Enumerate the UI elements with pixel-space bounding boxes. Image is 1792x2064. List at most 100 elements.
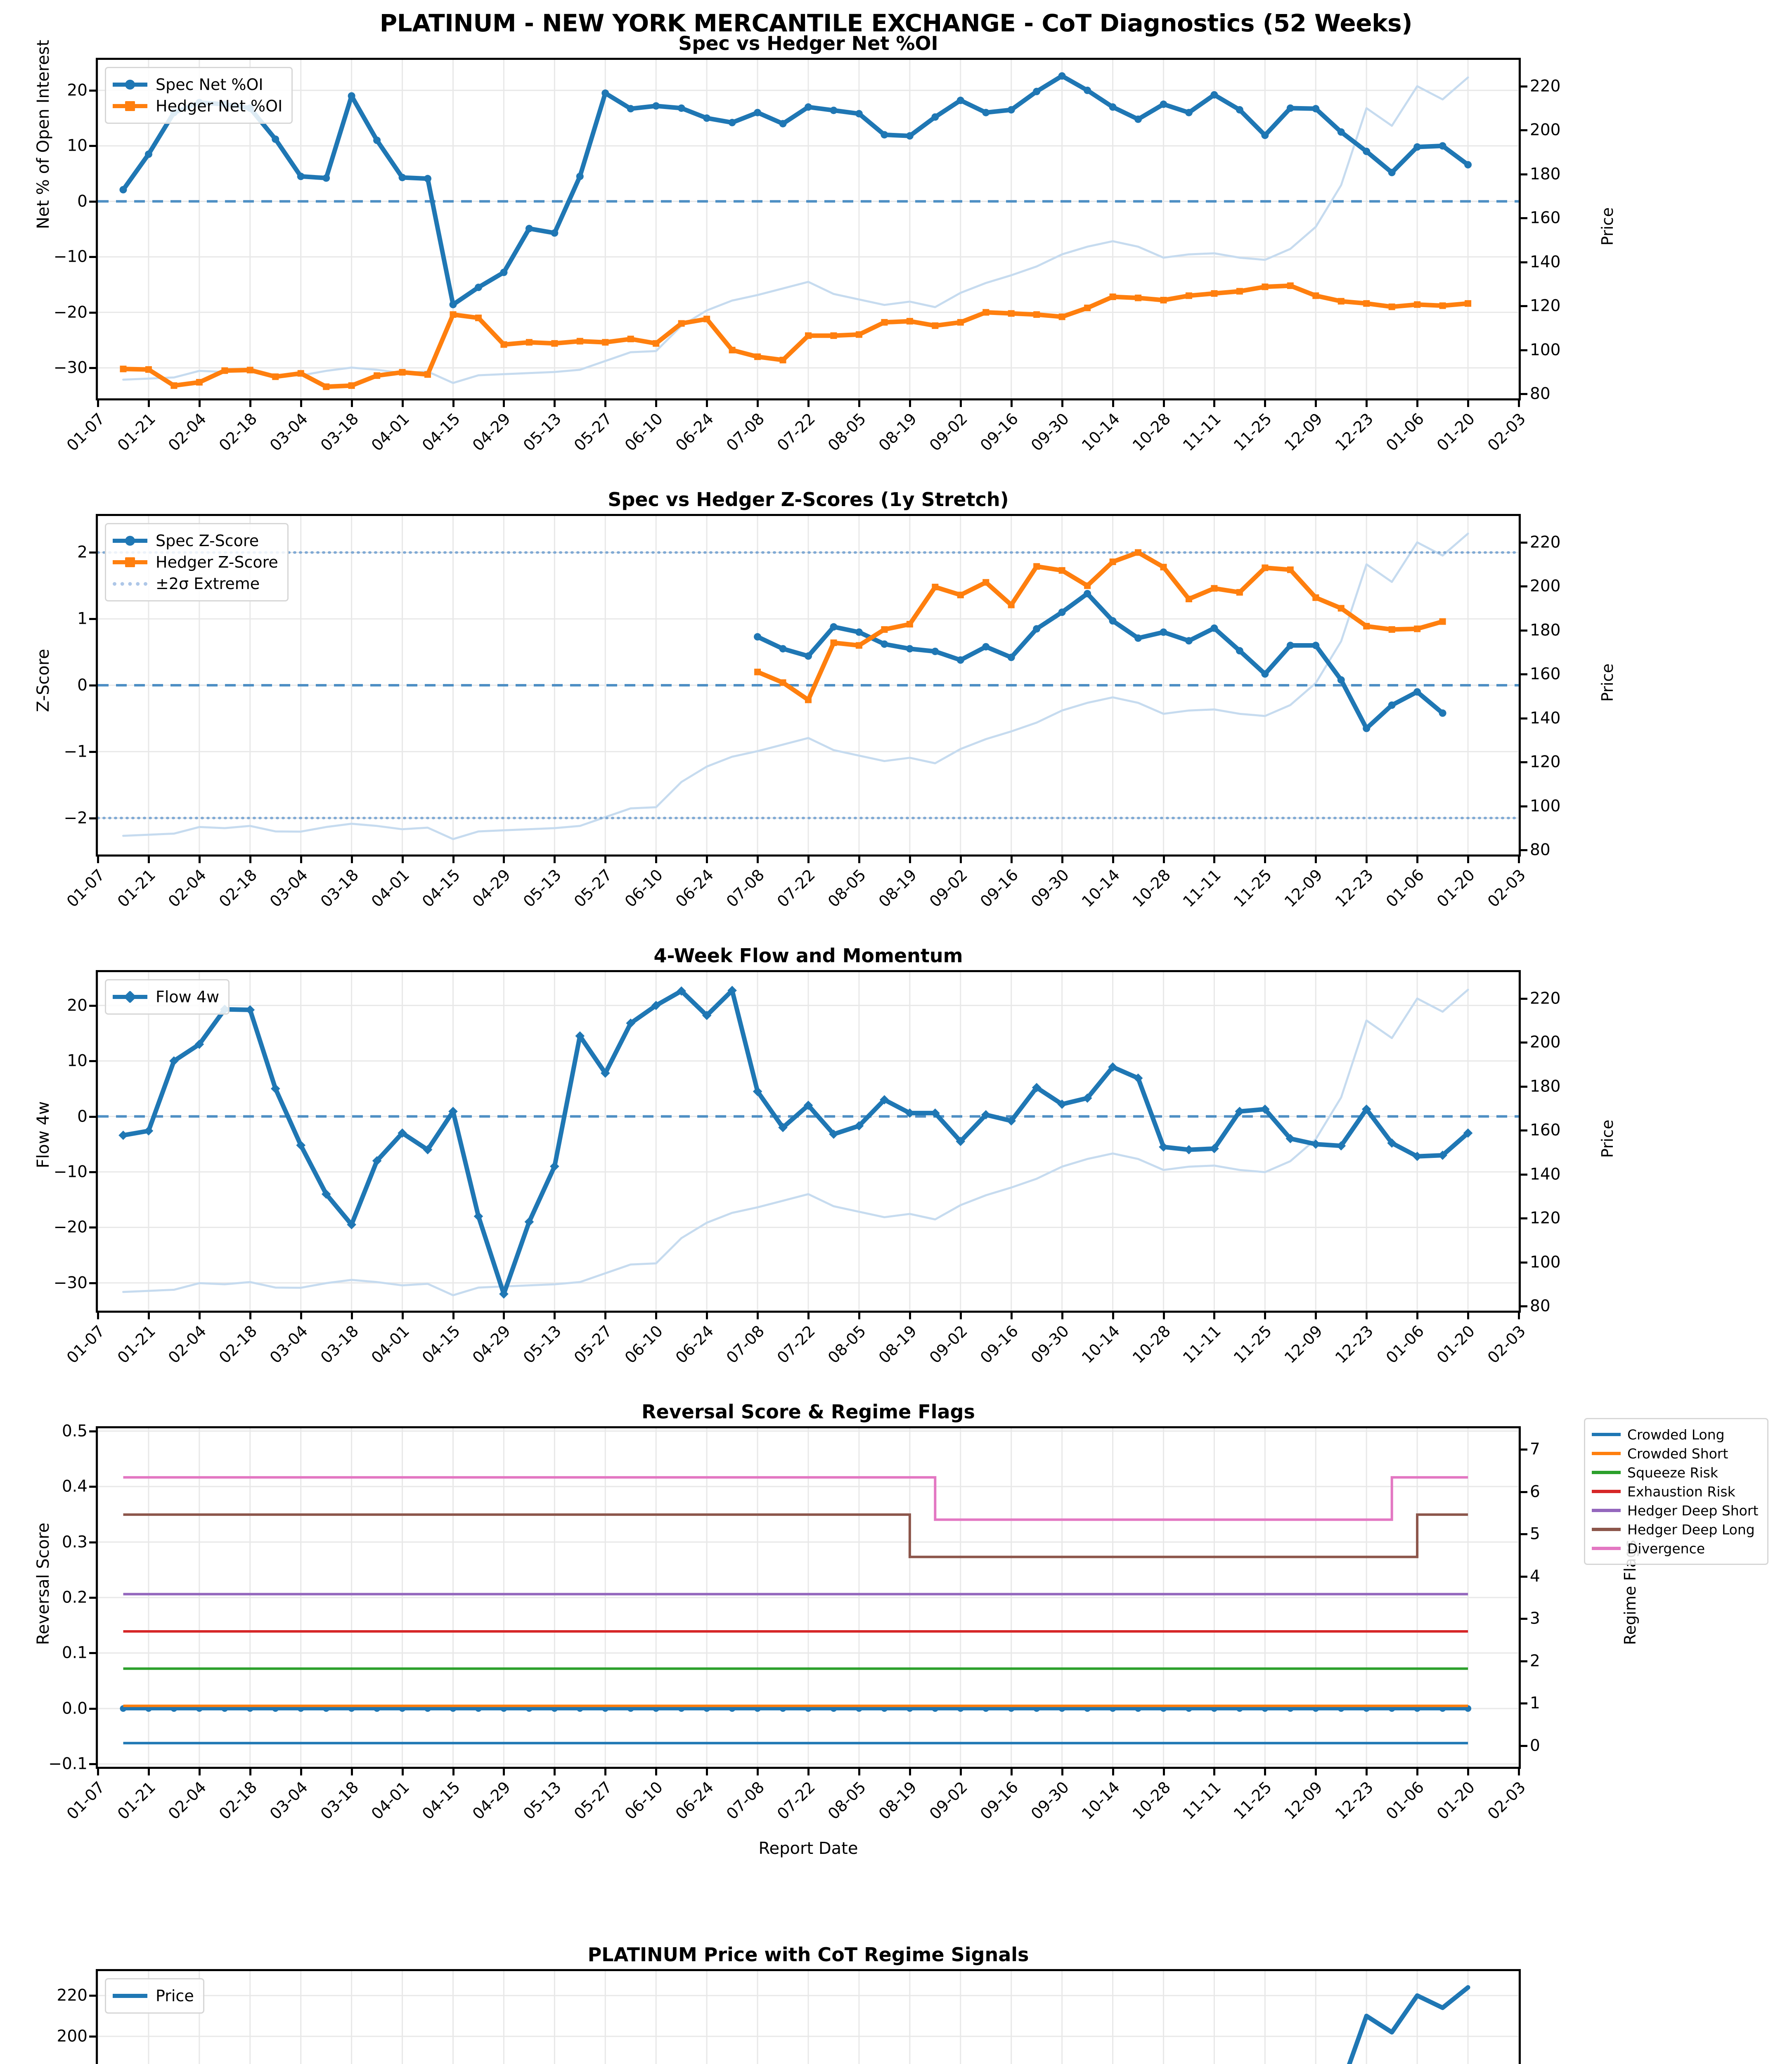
legend-color-swatch — [1592, 1433, 1621, 1436]
tick-mark-icon — [554, 1313, 556, 1319]
legend-item[interactable]: Divergence — [1592, 1539, 1758, 1558]
panel2-plot-area[interactable] — [96, 514, 1521, 857]
tick-mark-icon — [1162, 1769, 1165, 1775]
legend-color-swatch — [1592, 1547, 1621, 1550]
legend-color-swatch — [113, 990, 147, 1004]
panel1-ytick-right: 100 — [1530, 341, 1561, 360]
legend-item-label: Crowded Short — [1627, 1445, 1728, 1462]
tick-mark-icon — [909, 1313, 911, 1319]
tick-mark-icon — [1264, 400, 1266, 407]
tick-mark-icon — [1521, 585, 1527, 588]
panel3-plot-area[interactable] — [96, 970, 1521, 1313]
legend-item[interactable]: Crowded Short — [1592, 1444, 1758, 1463]
legend-item[interactable]: Hedger Net %OI — [113, 95, 282, 117]
panel5-plot-area[interactable] — [96, 1969, 1521, 2064]
legend-item[interactable]: ±2σ Extreme — [113, 573, 278, 594]
tick-mark-icon — [503, 857, 505, 863]
legend-color-swatch — [1592, 1509, 1621, 1512]
tick-mark-icon — [1162, 400, 1165, 407]
panel2-ytick-right: 120 — [1530, 753, 1561, 772]
tick-mark-icon — [89, 89, 96, 92]
legend-item[interactable]: Spec Net %OI — [113, 74, 282, 95]
legend-color-swatch — [1592, 1471, 1621, 1474]
panel2-ytick-right: 140 — [1530, 709, 1561, 728]
legend-item[interactable]: Price — [113, 1985, 194, 2007]
panel4-ytick-right: 1 — [1530, 1694, 1540, 1713]
tick-mark-icon — [350, 857, 353, 863]
legend-item[interactable]: Hedger Z-Score — [113, 552, 278, 573]
tick-mark-icon — [198, 400, 201, 407]
panel2-legend[interactable]: Spec Z-Score Hedger Z-Score ±2σ Extreme — [105, 523, 289, 601]
tick-mark-icon — [1112, 1313, 1114, 1319]
tick-mark-icon — [401, 400, 404, 407]
legend-color-swatch — [113, 80, 147, 90]
tick-mark-icon — [1366, 400, 1368, 407]
legend-item[interactable]: Flow 4w — [113, 986, 219, 1008]
tick-mark-icon — [198, 1769, 201, 1775]
tick-mark-icon — [147, 857, 150, 863]
tick-mark-icon — [89, 1486, 96, 1488]
tick-mark-icon — [89, 2035, 96, 2038]
legend-item[interactable]: Hedger Deep Long — [1592, 1520, 1758, 1539]
tick-mark-icon — [807, 1313, 810, 1319]
panel1-plot-area[interactable] — [96, 58, 1521, 400]
panel2-ytick-right: 100 — [1530, 797, 1561, 816]
legend-item[interactable]: Hedger Deep Short — [1592, 1501, 1758, 1520]
tick-mark-icon — [89, 684, 96, 686]
tick-mark-icon — [147, 1313, 150, 1319]
tick-mark-icon — [1521, 717, 1527, 720]
legend-item[interactable]: Exhaustion Risk — [1592, 1482, 1758, 1501]
panel1-legend[interactable]: Spec Net %OI Hedger Net %OI — [105, 67, 293, 124]
tick-mark-icon — [909, 400, 911, 407]
panel3-ylabel-right: Price — [1598, 1120, 1617, 1158]
panel4-plot-area[interactable] — [96, 1426, 1521, 1769]
tick-mark-icon — [1366, 1313, 1368, 1319]
tick-mark-icon — [89, 1282, 96, 1284]
panel3-ytick-right: 160 — [1530, 1121, 1561, 1140]
legend-item[interactable]: Spec Z-Score — [113, 530, 278, 552]
panel3-legend[interactable]: Flow 4w — [105, 979, 230, 1015]
tick-mark-icon — [1521, 1618, 1527, 1620]
legend-color-swatch — [113, 1994, 147, 1998]
tick-mark-icon — [89, 1226, 96, 1229]
tick-mark-icon — [1213, 400, 1216, 407]
panel1-ytick: 10 — [67, 136, 88, 155]
tick-mark-icon — [706, 400, 708, 407]
tick-mark-icon — [249, 400, 251, 407]
panel4-ytick-right: 7 — [1530, 1440, 1540, 1459]
tick-mark-icon — [97, 1769, 99, 1775]
legend-item[interactable]: Crowded Long — [1592, 1425, 1758, 1444]
legend-item-label: Squeeze Risk — [1627, 1464, 1718, 1481]
panel-price-regime-signals: PLATINUM Price with CoT Regime Signals P… — [57, 1943, 1521, 2064]
panel3-ytick-right: 100 — [1530, 1253, 1561, 1272]
tick-mark-icon — [655, 857, 658, 863]
tick-mark-icon — [1112, 857, 1114, 863]
panel1-ylabel-right: Price — [1598, 207, 1617, 246]
tick-mark-icon — [1467, 1769, 1470, 1775]
tick-mark-icon — [1521, 129, 1527, 132]
panel1-ytick: 0 — [77, 192, 88, 211]
tick-mark-icon — [249, 1769, 251, 1775]
tick-mark-icon — [1521, 1744, 1527, 1747]
tick-mark-icon — [1521, 761, 1527, 764]
tick-mark-icon — [1518, 400, 1520, 407]
tick-mark-icon — [89, 367, 96, 369]
panel2-title: Spec vs Hedger Z-Scores (1y Stretch) — [608, 488, 1009, 511]
panel-z-scores: Spec vs Hedger Z-Scores (1y Stretch) Z-S… — [34, 488, 1617, 911]
legend-item[interactable]: Squeeze Risk — [1592, 1463, 1758, 1482]
panel4-title: Reversal Score & Regime Flags — [642, 1401, 975, 1423]
tick-mark-icon — [249, 1313, 251, 1319]
legend-marker-icon — [125, 80, 135, 90]
legend-color-swatch — [113, 536, 147, 546]
tick-mark-icon — [554, 400, 556, 407]
panel4-legend[interactable]: Crowded Long Crowded Short Squeeze Risk Exh… — [1584, 1418, 1769, 1565]
tick-mark-icon — [1264, 1769, 1266, 1775]
tick-mark-icon — [249, 857, 251, 863]
tick-mark-icon — [89, 1652, 96, 1655]
tick-mark-icon — [554, 857, 556, 863]
tick-mark-icon — [1061, 1313, 1063, 1319]
tick-mark-icon — [1010, 400, 1013, 407]
tick-mark-icon — [300, 400, 302, 407]
tick-mark-icon — [452, 400, 455, 407]
panel5-legend[interactable]: Price — [105, 1978, 204, 2014]
